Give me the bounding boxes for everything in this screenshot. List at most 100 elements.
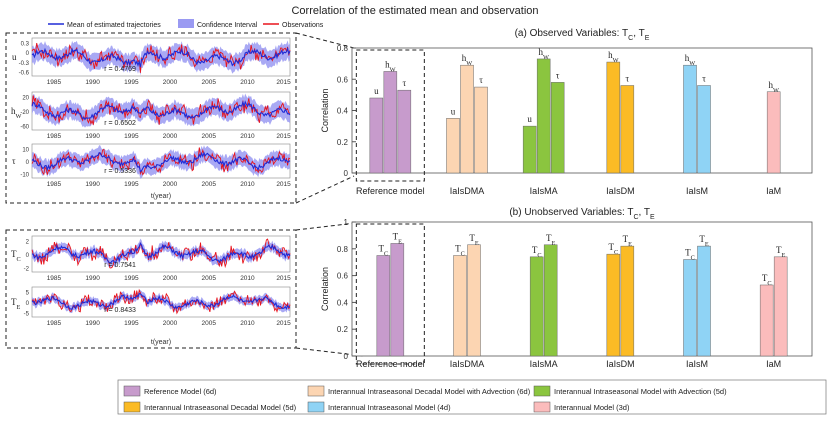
bar-label-sub: W [689,60,695,67]
bar-ref-TE [390,243,405,357]
bar-label-sub: W [543,53,549,60]
year-tick-label: 2010 [240,181,255,188]
bar-data-label: hW [608,50,619,64]
year-tick-label: 2015 [276,133,291,140]
year-tick-label: 2015 [276,79,291,86]
bar-label-main: T [685,248,691,258]
bar-data-label: τ [702,74,706,84]
legend-label-idm: Interannual Intraseasonal Decadal Model … [144,403,297,412]
chart-title-sub: C [633,214,638,221]
y-tick-label: 20 [22,96,29,102]
bar-data-label: τ [556,70,560,80]
panel-ylabel-sub: C [17,256,21,263]
bar-iim-TC [683,259,697,357]
category-tick-label: IaM [766,359,781,369]
panel-ylabel-sub: E [17,304,21,311]
bar-label-main: h [608,50,613,60]
legend-label-ref: Reference Model (6d) [144,387,217,396]
category-tick-label: IaIsMA [530,186,558,196]
y-tick-label: 0 [344,169,349,178]
confidence-band [32,93,290,128]
chart-title-sep: , T [639,207,650,218]
legend-obs-label: Observations [282,22,324,29]
year-tick-label: 1995 [124,133,139,140]
reference-highlight-box [355,223,425,365]
category-tick-label: Reference model [356,186,425,196]
mean-trajectory-line [31,100,291,121]
bar-label-sub: C [537,251,541,258]
y-tick-label: 0 [26,253,30,259]
legend-mean-label: Mean of estimated trajectories [67,22,161,29]
legend-swatch-im [533,401,551,413]
bar-label-sub: W [466,60,472,67]
mean-trajectory-line [31,292,291,310]
category-tick-label: IaIsM [686,186,708,196]
bar-label-main: τ [556,70,560,80]
y-tick-label: 0.2 [337,325,349,334]
bar-idma-TE [467,244,481,357]
year-tick-label: 1995 [124,79,139,86]
timeseries-panel-tau: 10 0 -10 τ r = 0.5336 1985 1990 1995 2000 2005 201… [12,143,291,188]
bar-data-label: TE [469,233,479,247]
y-tick-label: -20 [20,110,29,116]
y-tick-label: 0 [26,301,30,307]
year-tick-label: 1990 [85,133,100,140]
bar-label-main: T [699,234,705,244]
bar-label-sub: C [691,254,695,261]
right-bar-area: (a) Observed Variables: TC, TE00.20.40.6… [320,28,813,369]
observation-line [31,147,291,176]
observation-line [31,238,291,269]
bar-label-main: T [546,233,552,243]
bar-label-sub: E [475,239,479,246]
y-tick-label: 2 [26,240,30,246]
mean-trajectory-line [31,46,291,68]
panel-ylabel-main: T [11,297,17,307]
chart-frame [351,221,813,357]
year-tick-label: 2000 [163,320,178,327]
chart-ylabel: Correlation [320,88,330,132]
observation-line [31,95,291,126]
bar-iima-u [522,125,537,174]
y-tick-label: 0 [26,160,30,166]
year-tick-label: 2000 [163,275,178,282]
legend-swatch-idm [123,401,141,413]
year-tick-label: 2000 [163,181,178,188]
bar-label-main: T [455,244,461,254]
bar-label-main: T [776,245,782,255]
year-tick-label: 1995 [124,181,139,188]
year-tick-label: 1995 [124,275,139,282]
panel-ylabel-main: h [11,106,16,116]
bar-label-main: T [532,245,538,255]
confidence-band [32,145,290,179]
bar-data-label: TC [608,242,618,256]
bar-data-label: τ [626,74,630,84]
bar-data-label: u [451,106,456,116]
y-tick-label: 0.6 [337,272,349,281]
bar-data-label: τ [479,75,483,85]
y-tick-label: -10 [20,173,29,179]
bar-idm-hW [606,61,621,174]
year-tick-label: 1985 [47,133,62,140]
bar-data-label: hW [462,53,473,67]
y-tick-label: 0 [26,51,30,57]
correlation-r-label: r = 0.4769 [104,66,136,73]
correlation-r-label: r = 0.5336 [104,168,136,175]
correlation-r-label: r = 0.7541 [104,262,136,269]
bar-data-label: hW [768,80,779,94]
correlation-r-label: r = 0.6502 [104,120,136,127]
bar-idm-τ [620,85,635,174]
bar-data-label: τ [403,78,407,88]
bar-data-label: hW [385,59,396,73]
bar-idm-TC [606,253,621,357]
chart-title-sub: E [650,214,655,221]
bar-data-label: TE [623,234,633,248]
figure-title: Correlation of the estimated mean and ob… [291,5,538,17]
legend-frame [117,379,827,415]
bar-label-main: h [538,47,543,57]
year-tick-label: 2010 [240,320,255,327]
bar-label-sub: C [461,250,465,257]
category-tick-label: IaIsDM [606,186,635,196]
legend-label-im: Interannual Model (3d) [554,403,630,412]
bar-data-label: TE [776,245,786,259]
